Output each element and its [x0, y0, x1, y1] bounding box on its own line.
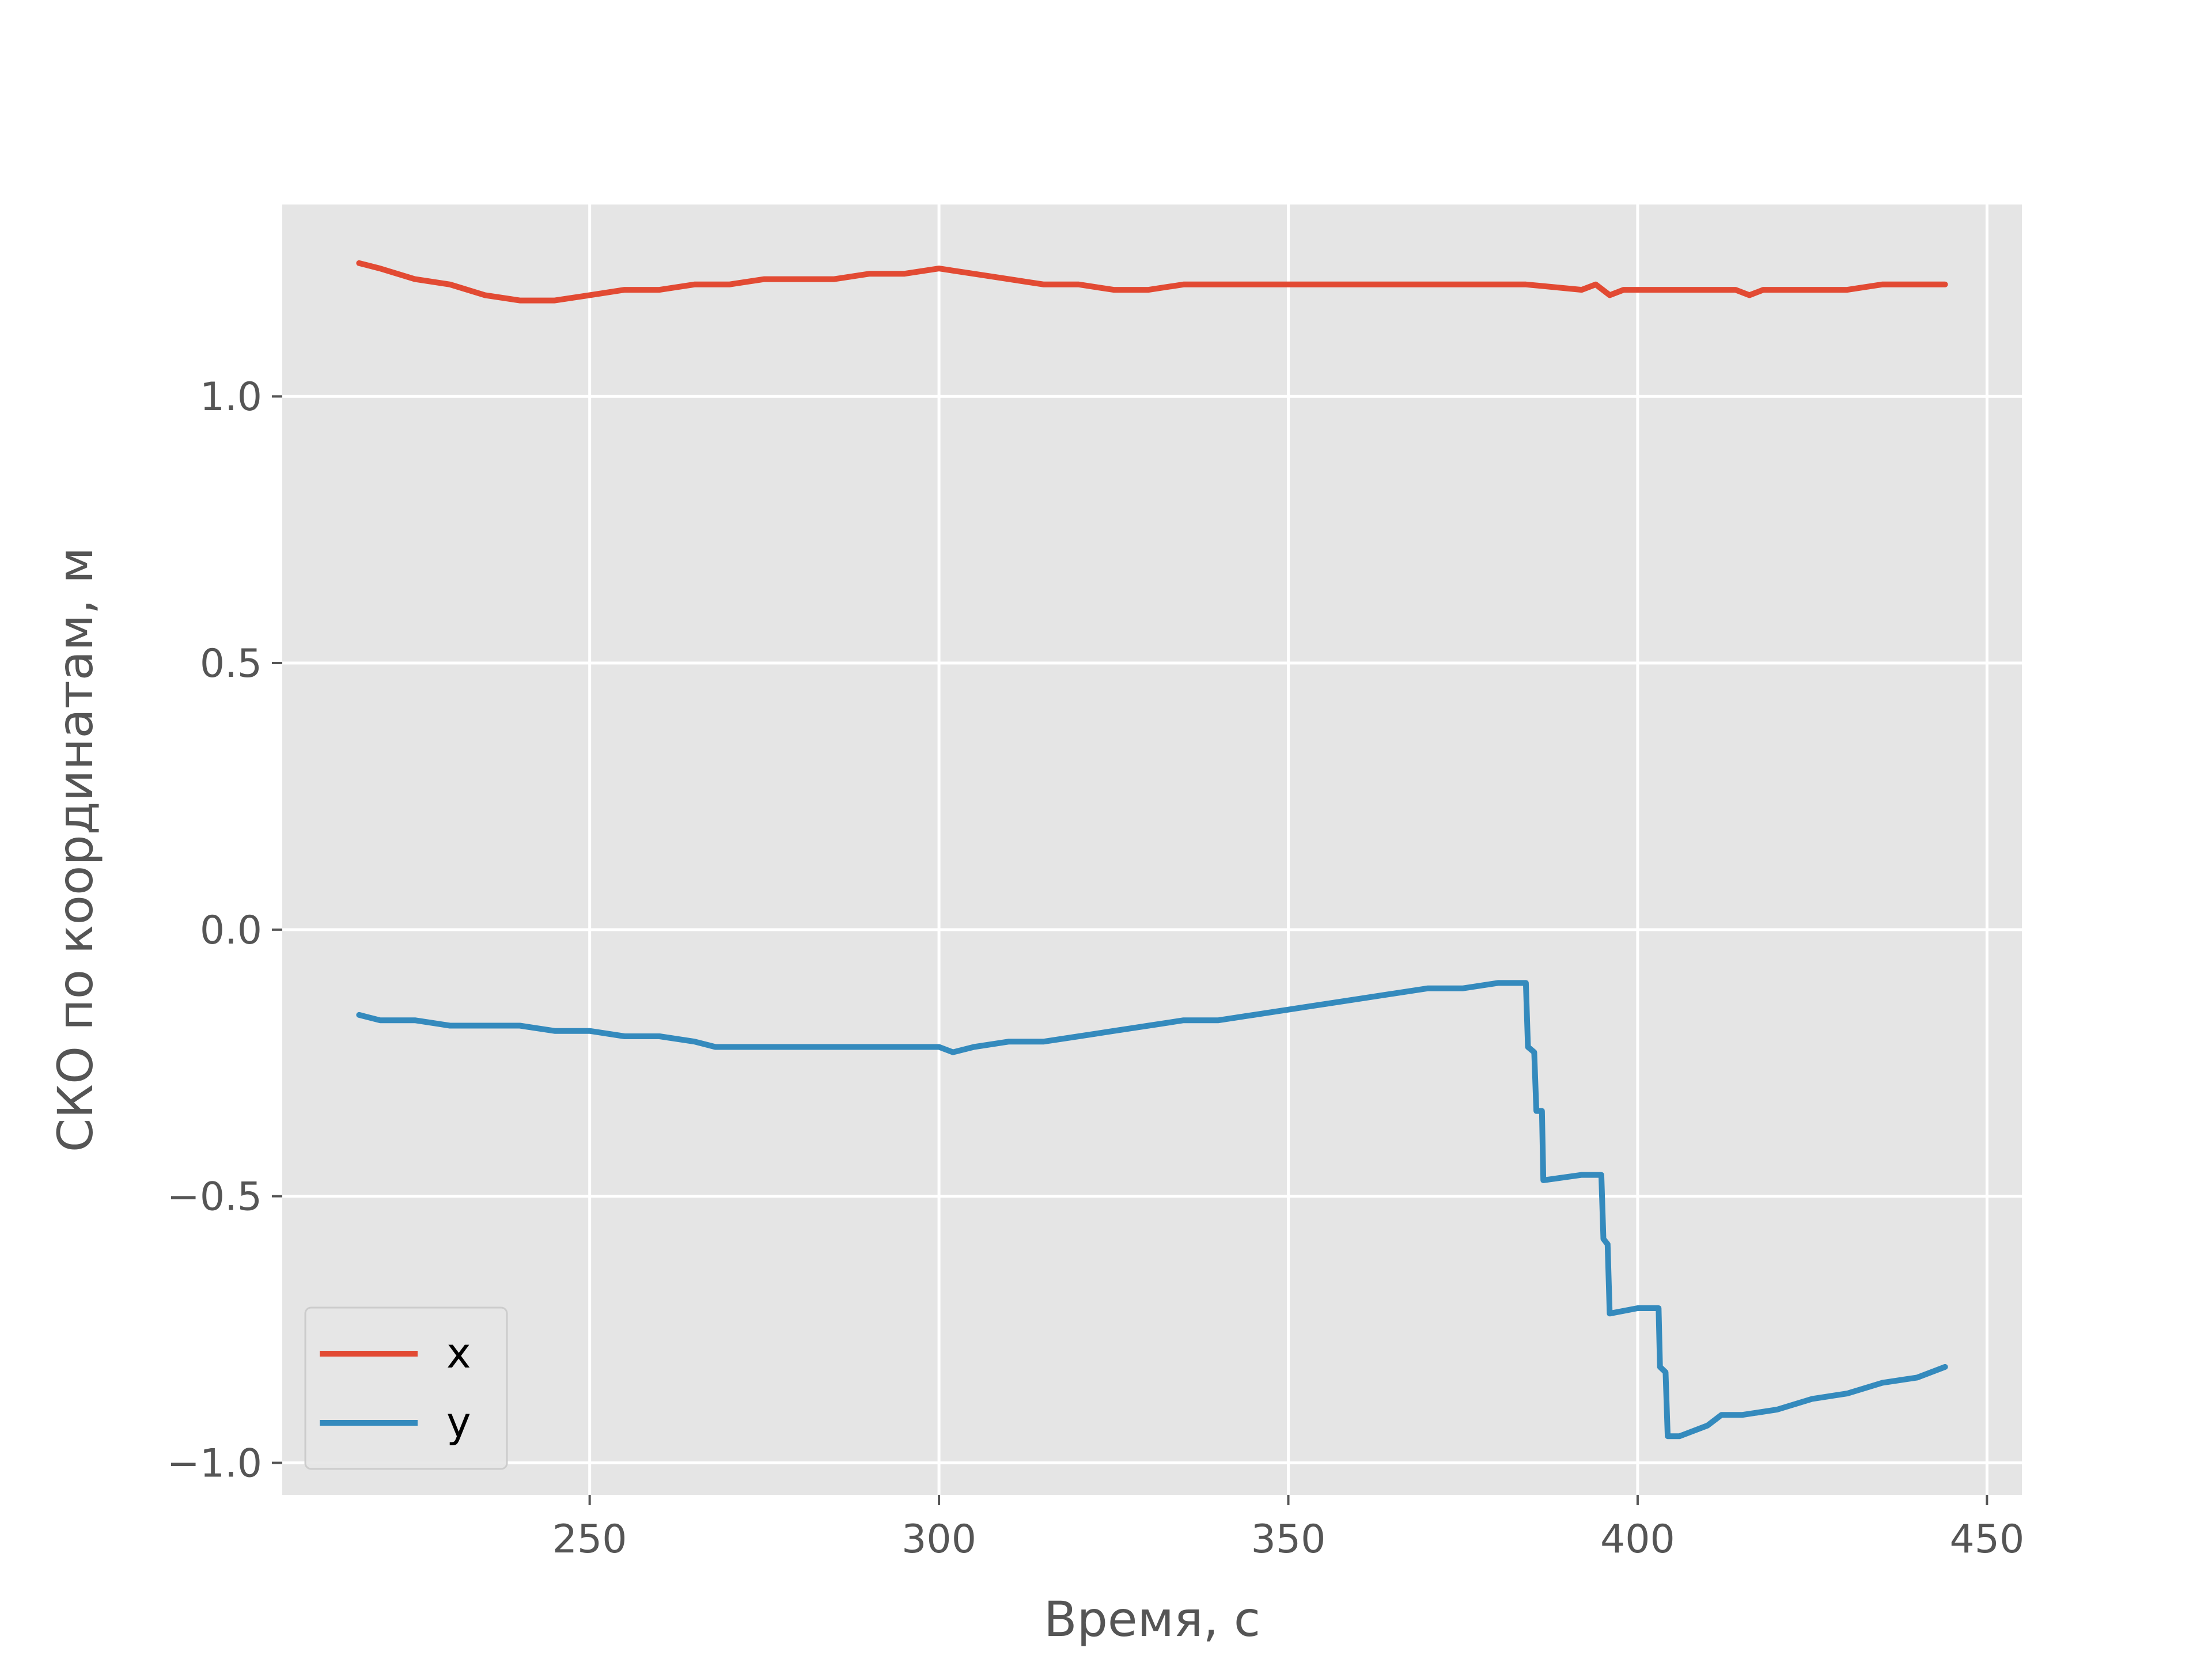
legend-label-x: x	[446, 1329, 471, 1377]
tick-labels: 250 300 350 400 450 −1.0 −0.5 0.0 0.5 1.0	[167, 374, 2024, 1562]
x-tick-label: 450	[1949, 1517, 2024, 1562]
plot-area	[282, 204, 2022, 1495]
tick-marks	[272, 395, 1988, 1505]
x-tick-label: 250	[552, 1517, 627, 1562]
legend-box	[304, 1306, 508, 1470]
y-tick-label: −0.5	[167, 1175, 262, 1220]
x-tick-label: 400	[1600, 1517, 1675, 1562]
series-line-y	[356, 980, 1948, 1440]
y-axis-title: СКО по координатам, м	[47, 547, 104, 1153]
series-line-x	[356, 260, 1948, 304]
x-axis-title: Время, с	[1044, 1591, 1260, 1647]
legend: xy	[304, 1306, 508, 1470]
series-layer	[356, 260, 1948, 1440]
y-tick-label: 0.5	[200, 641, 262, 687]
grid	[282, 204, 2022, 1495]
x-tick-label: 350	[1251, 1517, 1326, 1562]
y-tick-label: 1.0	[200, 374, 262, 420]
y-tick-label: 0.0	[200, 908, 262, 953]
x-tick-label: 300	[902, 1517, 976, 1562]
y-tick-label: −1.0	[167, 1441, 262, 1486]
legend-label-y: y	[446, 1398, 471, 1446]
